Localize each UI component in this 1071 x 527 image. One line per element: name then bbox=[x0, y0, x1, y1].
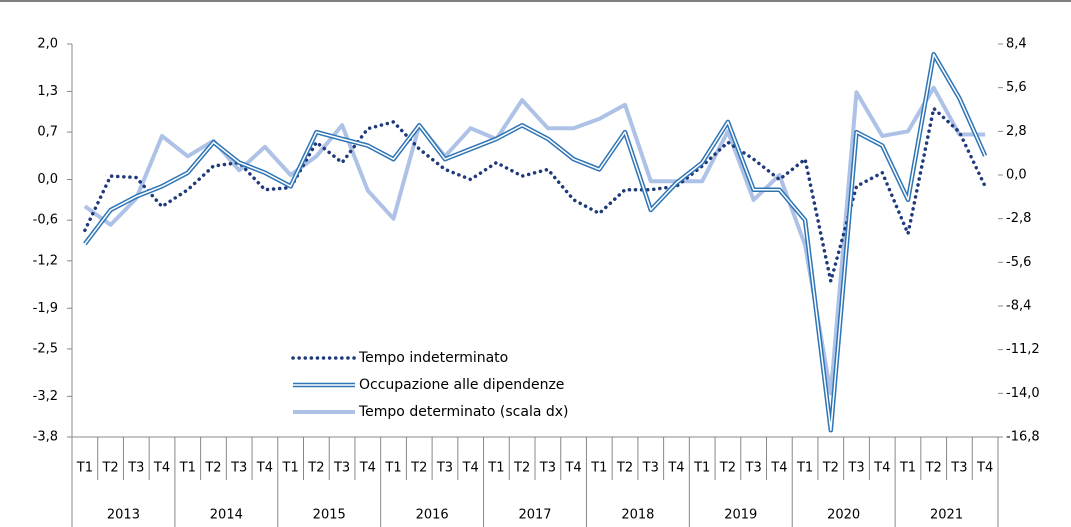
x-group-label: 2014 bbox=[210, 508, 243, 523]
x-tick-label: T1 bbox=[590, 461, 607, 476]
y-tick-label: 1,3 bbox=[37, 84, 58, 99]
y-tick-label: -3,8 bbox=[33, 430, 58, 445]
series-line bbox=[83, 85, 986, 396]
x-tick-label: T4 bbox=[873, 461, 890, 476]
x-tick-label: T4 bbox=[976, 461, 993, 476]
y2-tick-label: 2,8 bbox=[1006, 124, 1027, 139]
x-group-label: 2020 bbox=[827, 508, 860, 523]
x-group-label: 2021 bbox=[930, 508, 963, 523]
x-tick-label: T2 bbox=[307, 461, 324, 476]
x-tick-label: T3 bbox=[230, 461, 247, 476]
x-tick-label: T4 bbox=[564, 461, 581, 476]
x-tick-label: T1 bbox=[384, 461, 401, 476]
y2-tick-label: -2,8 bbox=[1006, 211, 1031, 226]
y2-tick-label: -11,2 bbox=[1006, 342, 1040, 357]
series-line bbox=[83, 51, 988, 433]
x-tick-label: T2 bbox=[101, 461, 118, 476]
x-tick-label: T4 bbox=[462, 461, 479, 476]
x-tick-label: T3 bbox=[436, 461, 453, 476]
series-line-inner bbox=[84, 53, 986, 431]
x-tick-label: T1 bbox=[796, 461, 813, 476]
x-tick-label: T3 bbox=[745, 461, 762, 476]
x-tick-label: T3 bbox=[847, 461, 864, 476]
x-tick-label: T4 bbox=[359, 461, 376, 476]
x-tick-label: T2 bbox=[822, 461, 839, 476]
x-tick-label: T3 bbox=[642, 461, 659, 476]
x-group-label: 2015 bbox=[313, 508, 346, 523]
y-tick-label: -1,9 bbox=[33, 301, 58, 316]
x-tick-label: T2 bbox=[616, 461, 633, 476]
x-tick-label: T1 bbox=[179, 461, 196, 476]
series-line bbox=[83, 106, 987, 283]
legend-label: Tempo determinato (scala dx) bbox=[358, 404, 569, 420]
x-tick-label: T3 bbox=[127, 461, 144, 476]
x-tick-label: T2 bbox=[925, 461, 942, 476]
x-tick-label: T4 bbox=[153, 461, 170, 476]
x-tick-label: T2 bbox=[204, 461, 221, 476]
x-tick-label: T4 bbox=[667, 461, 684, 476]
x-group-label: 2013 bbox=[107, 508, 140, 523]
x-tick-label: T1 bbox=[76, 461, 93, 476]
x-tick-label: T3 bbox=[333, 461, 350, 476]
y2-tick-label: -8,4 bbox=[1006, 299, 1031, 314]
y2-tick-label: -14,0 bbox=[1006, 386, 1040, 401]
legend-label: Occupazione alle dipendenze bbox=[359, 377, 564, 393]
x-group-label: 2017 bbox=[518, 508, 551, 523]
y2-tick-label: 0,0 bbox=[1006, 168, 1027, 183]
x-tick-label: T4 bbox=[256, 461, 273, 476]
y-tick-label: -3,2 bbox=[33, 389, 58, 404]
x-group-label: 2016 bbox=[416, 508, 449, 523]
y2-tick-label: -5,6 bbox=[1006, 255, 1031, 270]
y-tick-label: 2,0 bbox=[37, 37, 58, 52]
y-tick-label: -0,6 bbox=[33, 213, 58, 228]
legend-label: Tempo indeterminato bbox=[358, 350, 508, 366]
y-tick-label: -1,2 bbox=[33, 253, 58, 268]
y2-tick-label: -16,8 bbox=[1006, 430, 1040, 445]
x-tick-label: T4 bbox=[770, 461, 787, 476]
y-tick-label: 0,0 bbox=[37, 172, 58, 187]
x-tick-label: T2 bbox=[719, 461, 736, 476]
x-tick-label: T3 bbox=[539, 461, 556, 476]
x-tick-label: T1 bbox=[693, 461, 710, 476]
x-tick-label: T2 bbox=[410, 461, 427, 476]
x-tick-label: T1 bbox=[487, 461, 504, 476]
x-tick-label: T1 bbox=[899, 461, 916, 476]
x-tick-label: T3 bbox=[950, 461, 967, 476]
y2-tick-label: 8,4 bbox=[1006, 37, 1027, 52]
y2-tick-label: 5,6 bbox=[1006, 80, 1027, 95]
y-tick-label: 0,7 bbox=[37, 125, 58, 140]
x-tick-label: T1 bbox=[282, 461, 299, 476]
y-tick-label: -2,5 bbox=[33, 341, 58, 356]
x-tick-label: T2 bbox=[513, 461, 530, 476]
x-group-label: 2018 bbox=[621, 508, 654, 523]
x-group-label: 2019 bbox=[724, 508, 757, 523]
